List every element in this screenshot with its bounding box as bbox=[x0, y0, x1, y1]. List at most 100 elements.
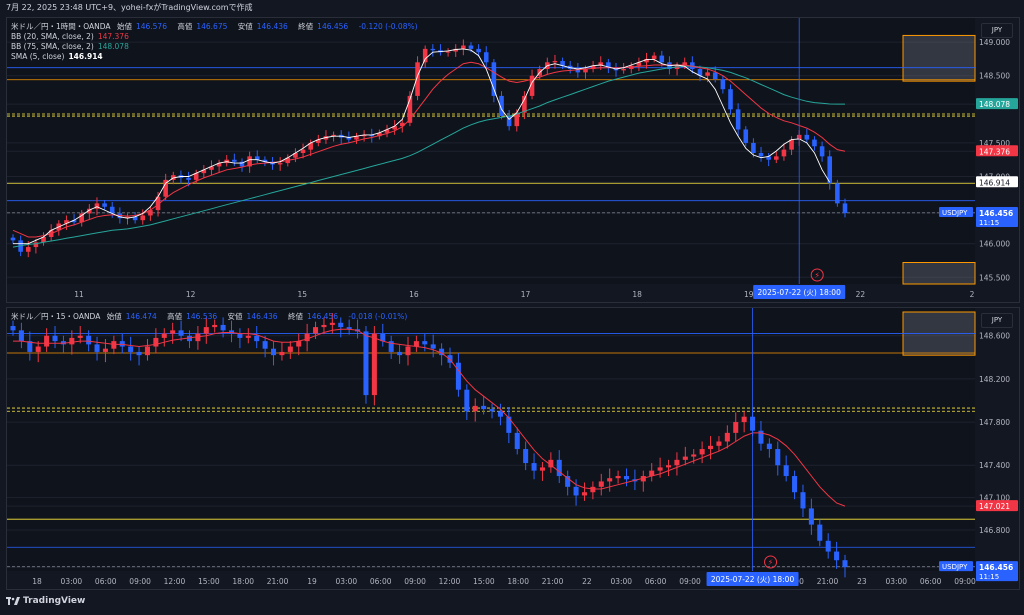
chart-canvas-1h[interactable]: 149.000148.500148.078147.500147.376147.0… bbox=[7, 18, 1019, 302]
candle-body bbox=[817, 524, 823, 541]
candle-body bbox=[296, 341, 302, 347]
candle-body bbox=[808, 508, 814, 525]
candle-body bbox=[651, 55, 657, 59]
candle-body bbox=[413, 341, 419, 347]
time-tick-label: 21:00 bbox=[267, 577, 289, 586]
crosshair-time-label: 2025-07-22 (火) 18:00 bbox=[711, 575, 795, 584]
candle-body bbox=[657, 467, 663, 471]
candle-body bbox=[743, 129, 749, 143]
candle-body bbox=[644, 58, 649, 63]
crosshair-time-bg bbox=[706, 572, 799, 586]
candle-body bbox=[44, 335, 50, 347]
candle-body bbox=[212, 324, 218, 328]
low-value: 146.436 bbox=[246, 312, 278, 321]
candle-body bbox=[239, 161, 245, 167]
brand-name: TradingView bbox=[23, 596, 86, 606]
candle-body bbox=[598, 481, 604, 487]
last-price-tag-bg bbox=[976, 561, 1018, 582]
candle-body bbox=[287, 346, 293, 352]
candle-body bbox=[522, 95, 527, 113]
candle-body bbox=[461, 45, 466, 49]
candle-body bbox=[132, 216, 138, 221]
candle-body bbox=[271, 348, 277, 356]
candle-body bbox=[407, 95, 413, 123]
candle-body bbox=[313, 327, 319, 334]
candle-body bbox=[552, 60, 558, 63]
ma-line bbox=[13, 328, 846, 507]
candle-body bbox=[529, 75, 535, 96]
currency-button-1h[interactable]: JPY bbox=[981, 23, 1013, 38]
candle-body bbox=[590, 486, 596, 493]
candle-body bbox=[203, 327, 209, 334]
candle-body bbox=[598, 62, 604, 66]
candle-body bbox=[636, 62, 642, 66]
indicator-name: BB (75, SMA, close, 2) bbox=[11, 42, 94, 51]
candle-body bbox=[331, 134, 336, 137]
indicator-bb75[interactable]: BB (75, SMA, close, 2) 148.078 bbox=[11, 42, 422, 52]
indicator-sma5[interactable]: SMA (5, close) 146.914 bbox=[11, 52, 422, 62]
candle-body bbox=[691, 454, 697, 457]
candle-body bbox=[125, 216, 130, 219]
candle-body bbox=[254, 335, 260, 342]
candle-body bbox=[804, 134, 810, 140]
time-tick-label: 2 bbox=[970, 290, 975, 299]
event-flash-icon bbox=[810, 268, 824, 282]
high-value: 146.675 bbox=[196, 22, 228, 31]
event-flash-glyph: ⚡ bbox=[768, 558, 774, 567]
candle-body bbox=[316, 139, 321, 143]
chart-panel-1h[interactable]: 149.000148.500148.078147.500147.376147.0… bbox=[6, 17, 1020, 303]
bb20-line bbox=[12, 61, 846, 238]
indicator-bb20[interactable]: BB (20, SMA, close, 2) 147.376 bbox=[11, 32, 422, 42]
candle-body bbox=[144, 346, 150, 356]
currency-button-15m[interactable]: JPY bbox=[981, 313, 1013, 328]
candle-body bbox=[741, 416, 747, 423]
candle-body bbox=[497, 411, 503, 417]
candle-body bbox=[69, 337, 75, 345]
candle-body bbox=[506, 116, 512, 127]
time-tick-label: 09:00 bbox=[679, 577, 701, 586]
candle-body bbox=[102, 348, 108, 352]
candle-body bbox=[539, 467, 545, 471]
high-label: 高値 bbox=[167, 312, 183, 321]
brand-footer[interactable]: TradingView bbox=[6, 596, 85, 606]
price-tick-label: 147.800 bbox=[979, 418, 1010, 427]
candle-body bbox=[388, 341, 394, 352]
candle-body bbox=[758, 153, 764, 157]
time-tick-label: 03:00 bbox=[610, 577, 632, 586]
candle-body bbox=[781, 149, 787, 157]
candle-body bbox=[153, 337, 159, 347]
close-label: 終値 bbox=[298, 22, 314, 31]
candle-body bbox=[262, 341, 268, 349]
candle-body bbox=[590, 65, 596, 70]
candle-body bbox=[476, 48, 481, 53]
candle-body bbox=[209, 166, 214, 170]
candle-body bbox=[293, 153, 298, 158]
candle-body bbox=[41, 236, 46, 243]
candle-body bbox=[812, 139, 817, 147]
candle-body bbox=[556, 459, 562, 477]
indicator-name: BB (20, SMA, close, 2) bbox=[11, 32, 94, 41]
candle-body bbox=[254, 156, 260, 160]
price-axis bbox=[975, 18, 1019, 302]
candle-body bbox=[514, 112, 520, 127]
change-value: -0.120 (-0.08%) bbox=[358, 22, 418, 31]
time-tick-label: 15:00 bbox=[198, 577, 220, 586]
candle-body bbox=[346, 137, 352, 140]
candle-body bbox=[682, 456, 688, 460]
candle-body bbox=[514, 432, 520, 450]
candle-body bbox=[35, 346, 41, 352]
candle-body bbox=[445, 51, 451, 53]
candle-body bbox=[607, 478, 613, 482]
candle-body bbox=[399, 122, 405, 127]
candle-body bbox=[728, 89, 733, 110]
ma-price-tag: 147.021 bbox=[979, 502, 1010, 511]
price-tick-label: 148.600 bbox=[979, 332, 1010, 341]
candle-body bbox=[842, 203, 848, 214]
candle-body bbox=[472, 405, 478, 412]
time-tick-label: 12:00 bbox=[439, 577, 461, 586]
candle-body bbox=[18, 330, 24, 342]
price-tick-label: 148.200 bbox=[979, 375, 1010, 384]
chart-canvas-15m[interactable]: 148.600 148.200 147.800 147.400 147.100147.0… bbox=[7, 308, 1019, 589]
sma5-line bbox=[13, 48, 831, 245]
chart-panel-15m[interactable]: 148.600 148.200 147.800 147.400 147.100147.0… bbox=[6, 307, 1020, 590]
